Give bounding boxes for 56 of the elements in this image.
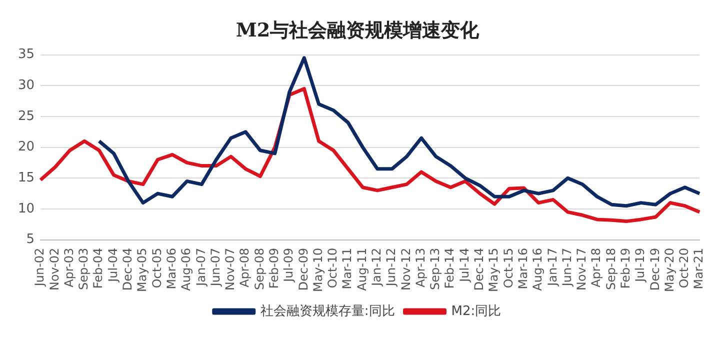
x-tick-label: Jan-12 [370, 248, 384, 287]
x-tick-label: Jun-07 [208, 248, 222, 288]
legend-label: 社会融资规模存量:同比 [260, 304, 395, 319]
chart-title: M2与社会融资规模增速变化 [236, 19, 480, 42]
x-tick-label: Jan-17 [545, 248, 560, 287]
x-tick-label: Feb-09 [267, 248, 281, 289]
x-tick-label: May-15 [486, 248, 501, 292]
x-tick-label: Mar-16 [516, 248, 530, 290]
y-tick-label: 10 [18, 201, 35, 216]
x-tick-label: Oct-05 [150, 248, 164, 288]
x-tick-label: Apr-13 [413, 248, 428, 288]
y-tick-label: 30 [18, 78, 35, 94]
y-tick-label: 35 [18, 47, 35, 62]
x-tick-label: Sep-08 [252, 248, 266, 290]
x-tick-label: Sep-13 [428, 248, 442, 290]
x-tick-label: Apr-03 [62, 248, 76, 288]
x-tick-label: Feb-19 [618, 248, 632, 289]
x-tick-label: Dec-19 [648, 248, 662, 291]
x-tick-label: Jul-19 [633, 248, 648, 283]
x-tick-label: Oct-10 [326, 248, 340, 288]
x-tick-label: Mar-06 [164, 248, 178, 290]
x-tick-label: Dec-09 [296, 248, 310, 291]
x-tick-label: Aug-11 [354, 248, 369, 291]
y-tick-label: 5 [26, 232, 35, 248]
x-tick-label: Aug-06 [179, 248, 194, 291]
x-tick-label: Oct-15 [501, 248, 516, 288]
x-tick-label: Dec-14 [472, 248, 486, 291]
x-tick-label: Sep-03 [76, 248, 91, 290]
x-tick-label: Nov-02 [47, 248, 62, 291]
x-tick-label: Jul-14 [457, 248, 472, 283]
x-tick-label: Apr-08 [238, 248, 252, 288]
x-tick-label: May-20 [662, 248, 676, 292]
y-tick-label: 20 [18, 140, 35, 155]
x-tick-label: Nov-12 [398, 248, 413, 291]
x-tick-label: Mar-21 [692, 248, 706, 290]
x-tick-label: May-10 [310, 248, 325, 292]
y-tick-label: 15 [18, 170, 35, 186]
x-tick-label: Dec-04 [120, 248, 135, 291]
x-tick-label: Aug-16 [530, 248, 545, 291]
x-tick-label: Mar-11 [340, 248, 354, 290]
y-tick-label: 25 [18, 108, 35, 124]
x-tick-label: Sep-18 [604, 248, 618, 290]
x-tick-label: Jun-17 [560, 248, 574, 288]
legend-label: M2:同比 [451, 304, 502, 319]
x-tick-label: May-05 [135, 248, 150, 292]
x-tick-label: Apr-18 [589, 248, 604, 288]
x-tick-label: Oct-20 [677, 248, 692, 288]
x-tick-label: Jun-02 [32, 248, 47, 288]
x-tick-label: Jul-04 [106, 248, 120, 283]
x-tick-label: Feb-04 [91, 248, 106, 289]
x-tick-label: Jun-12 [384, 248, 398, 288]
x-tick-label: Nov-07 [223, 248, 238, 291]
x-tick-label: Nov-17 [574, 248, 589, 291]
x-tick-label: Jan-07 [194, 248, 208, 287]
x-tick-label: Jul-09 [282, 248, 296, 283]
x-tick-label: Feb-14 [442, 248, 457, 289]
